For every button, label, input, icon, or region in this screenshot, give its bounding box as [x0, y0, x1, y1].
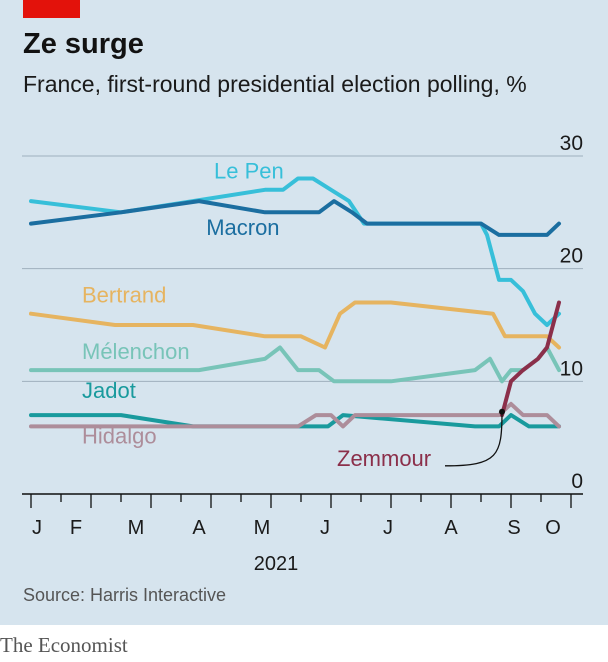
chart-subtitle: France, first-round presidential electio…: [23, 71, 527, 97]
source-note: Source: Harris Interactive: [23, 585, 227, 605]
chart-svg: 0 10 20 30 J F M A M J J A S O 2021 Le Pen Macron Bertran…: [22, 132, 583, 575]
x-tick-label: O: [545, 517, 561, 539]
y-tick-label: 30: [560, 132, 583, 155]
series-label-bertrand: Bertrand: [82, 282, 166, 307]
annotation-dot: [499, 408, 505, 415]
series-line-macron: [29, 199, 561, 237]
x-tick-label: M: [254, 517, 271, 539]
x-tick-label: S: [507, 517, 520, 539]
brand-red-bar: [23, 0, 80, 18]
x-tick-label: J: [383, 517, 393, 539]
x-tick-label: F: [70, 517, 82, 539]
series-line-bertrand: [29, 300, 561, 350]
y-tick-label: 20: [560, 245, 583, 268]
series-label-melenchon: Mélenchon: [82, 339, 190, 364]
series-label-hidalgo: Hidalgo: [82, 423, 157, 448]
chart-panel: [0, 0, 608, 625]
x-tick-label: A: [192, 517, 206, 539]
y-tick-label: 0: [571, 470, 583, 493]
series-line-hidalgo: [29, 401, 561, 429]
x-tick-label: J: [32, 517, 42, 539]
series-label-le pen: Le Pen: [214, 159, 284, 184]
series-line-zemmour: [500, 300, 561, 418]
annotation-connector: [444, 411, 503, 467]
chart-title: Ze surge: [23, 28, 144, 60]
x-tick-label: M: [128, 517, 145, 539]
series-label-macron: Macron: [206, 215, 279, 240]
y-tick-label: 10: [560, 357, 583, 380]
x-year-label: 2021: [254, 553, 299, 575]
series-label-jadot: Jadot: [82, 378, 136, 403]
x-tick-label: A: [444, 517, 458, 539]
x-tick-label: J: [320, 517, 330, 539]
publisher-logo-text: The Economist: [0, 633, 128, 657]
series-label-zemmour: Zemmour: [337, 446, 431, 471]
